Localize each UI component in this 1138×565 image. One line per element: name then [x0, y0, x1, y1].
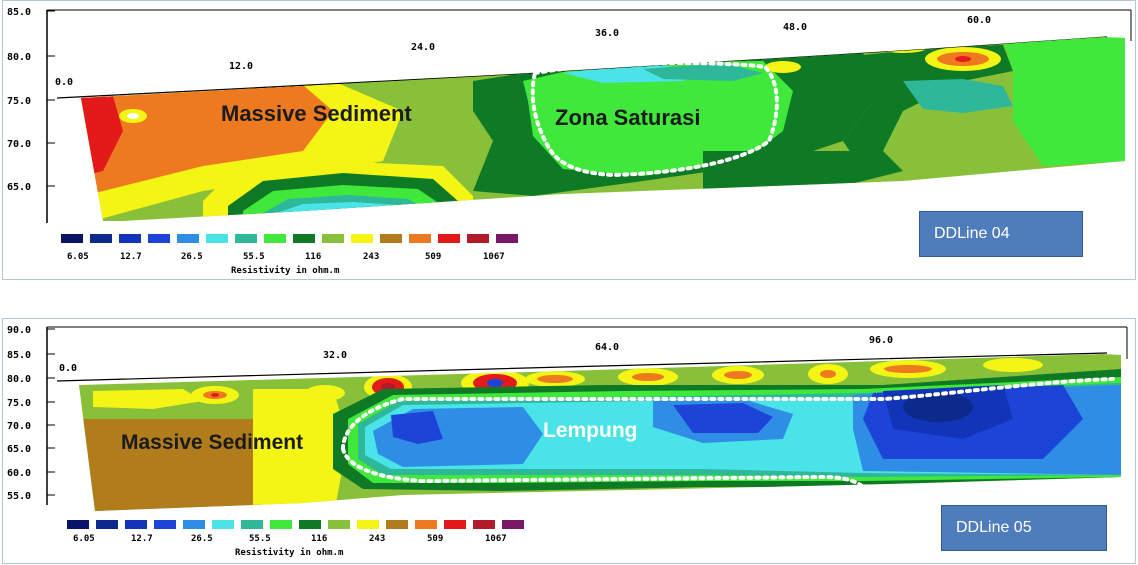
- x-tick-label: 48.0: [783, 22, 807, 33]
- legend-value: 6.05: [73, 534, 95, 544]
- y-tick-label: 65.0: [7, 444, 31, 455]
- line-label-badge: DDLine 04: [919, 211, 1083, 257]
- legend-swatch: [322, 234, 344, 243]
- resistivity-model-04: [81, 37, 1125, 221]
- legend-swatch: [90, 234, 112, 243]
- legend-value: 1067: [485, 534, 507, 544]
- legend-swatch: [206, 234, 228, 243]
- y-tick-label: 70.0: [7, 139, 31, 150]
- annotation-massive-sediment: Massive Sediment: [221, 101, 412, 126]
- legend-value: 243: [369, 534, 385, 544]
- legend-swatch: [357, 520, 379, 529]
- legend-swatch: [473, 520, 495, 529]
- legend-value: 12.7: [131, 534, 153, 544]
- clay-zone-outline: [341, 377, 1115, 489]
- annotation-massive-sediment: Massive Sediment: [121, 431, 303, 454]
- legend-value: 26.5: [191, 534, 213, 544]
- legend-swatch: [444, 520, 466, 529]
- y-tick-label: 85.0: [7, 350, 31, 361]
- legend-swatch: [270, 520, 292, 529]
- legend-swatch: [154, 520, 176, 529]
- x-tick-label: 0.0: [59, 363, 77, 374]
- legend-swatch: [67, 520, 89, 529]
- legend-swatch: [496, 234, 518, 243]
- legend-swatch: [467, 234, 489, 243]
- resistivity-section-04: 85.0 80.0 75.0 70.0 65.0 0.0 12.0 24.0 3…: [7, 7, 1132, 276]
- annotation-zona-saturasi: Zona Saturasi: [555, 105, 700, 130]
- y-tick-label: 70.0: [7, 421, 31, 432]
- y-tick-label: 60.0: [7, 468, 31, 479]
- legend-value: 55.5: [243, 252, 265, 262]
- legend-swatch: [61, 234, 83, 243]
- y-tick-label: 65.0: [7, 182, 31, 193]
- legend-swatch: [96, 520, 118, 529]
- annotation-lempung: Lempung: [543, 419, 638, 442]
- legend-swatch: [212, 520, 234, 529]
- legend-value: 243: [363, 252, 379, 262]
- legend-swatch: [299, 520, 321, 529]
- y-tick-label: 90.0: [7, 325, 31, 336]
- legend-swatch: [386, 520, 408, 529]
- x-tick-label: 36.0: [595, 28, 619, 39]
- legend-swatch: [438, 234, 460, 243]
- x-tick-label: 64.0: [595, 342, 619, 353]
- y-tick-label: 80.0: [7, 374, 31, 385]
- legend-swatch: [241, 520, 263, 529]
- topography-line: [56, 352, 1108, 382]
- legend-swatch: [351, 234, 373, 243]
- section-panel-ddline-04: 85.0 80.0 75.0 70.0 65.0 0.0 12.0 24.0 3…: [2, 0, 1136, 280]
- legend-swatch: [183, 520, 205, 529]
- y-tick-label: 85.0: [7, 7, 31, 18]
- legend-swatch: [380, 234, 402, 243]
- legend-value: 6.05: [67, 252, 89, 262]
- y-tick-label: 55.0: [7, 491, 31, 502]
- legend-value: 509: [427, 534, 443, 544]
- legend-value: 116: [311, 534, 327, 544]
- legend-swatch: [125, 520, 147, 529]
- legend-swatch: [409, 234, 431, 243]
- legend-swatch: [264, 234, 286, 243]
- legend-value: 509: [425, 252, 441, 262]
- legend-value: 55.5: [249, 534, 271, 544]
- legend-value: 1067: [483, 252, 505, 262]
- legend-value: 12.7: [120, 252, 142, 262]
- legend-title: Resistivity in ohm.m: [235, 547, 344, 558]
- x-tick-label: 60.0: [967, 15, 991, 26]
- y-tick-label: 75.0: [7, 96, 31, 107]
- legend-title: Resistivity in ohm.m: [231, 265, 340, 276]
- x-tick-label: 96.0: [869, 335, 893, 346]
- resistivity-section-05: 90.0 85.0 80.0 75.0 70.0 65.0 60.0 55.0 …: [7, 325, 1128, 558]
- y-tick-label: 75.0: [7, 398, 31, 409]
- x-tick-label: 24.0: [411, 42, 435, 53]
- legend-swatch: [119, 234, 141, 243]
- legend-swatch: [415, 520, 437, 529]
- legend-swatch: [177, 234, 199, 243]
- legend-swatch: [502, 520, 524, 529]
- legend-swatch: [328, 520, 350, 529]
- y-tick-marks: [47, 328, 55, 496]
- legend-value: 116: [305, 252, 321, 262]
- legend-value: 26.5: [181, 252, 203, 262]
- color-scale-legend: [61, 234, 518, 243]
- legend-swatch: [293, 234, 315, 243]
- y-tick-marks: [47, 10, 55, 187]
- x-tick-label: 12.0: [229, 61, 253, 72]
- y-tick-label: 80.0: [7, 52, 31, 63]
- legend-swatch: [235, 234, 257, 243]
- legend-swatch: [148, 234, 170, 243]
- x-tick-label: 0.0: [55, 77, 73, 88]
- line-label-badge: DDLine 05: [941, 505, 1107, 551]
- color-scale-legend: [67, 520, 524, 529]
- x-tick-label: 32.0: [323, 350, 347, 361]
- saturation-zone-outline: [530, 61, 779, 178]
- section-panel-ddline-05: 90.0 85.0 80.0 75.0 70.0 65.0 60.0 55.0 …: [2, 318, 1136, 564]
